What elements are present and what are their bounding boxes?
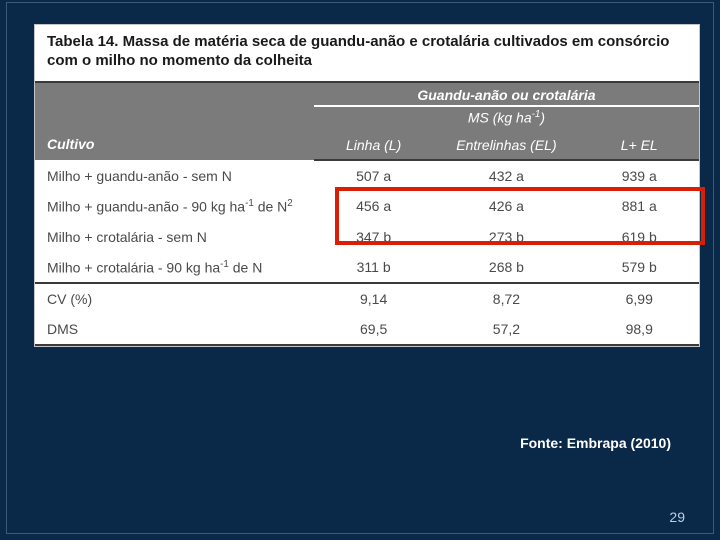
row-label: Milho + guandu-anão - 90 kg ha-1 de N2 bbox=[35, 191, 314, 222]
subheader-entrelinhas: Entrelinhas (EL) bbox=[433, 131, 579, 160]
table-row: Milho + crotalária - sem N347 b273 b619 … bbox=[35, 222, 699, 252]
cell-value: 432 a bbox=[433, 160, 579, 191]
table-row-stat: DMS69,557,298,9 bbox=[35, 314, 699, 345]
cell-value: 619 b bbox=[579, 222, 699, 252]
cell-value: 426 a bbox=[433, 191, 579, 222]
table-body: Milho + guandu-anão - sem N507 a432 a939… bbox=[35, 160, 699, 345]
cell-value: 456 a bbox=[314, 191, 434, 222]
header-cultivo: Cultivo bbox=[35, 82, 314, 161]
header-ms: MS (kg ha-1) bbox=[314, 106, 699, 132]
cell-value: 881 a bbox=[579, 191, 699, 222]
table-card: Tabela 14. Massa de matéria seca de guan… bbox=[35, 25, 699, 346]
slide-frame: Tabela 14. Massa de matéria seca de guan… bbox=[6, 2, 714, 534]
cell-value: 268 b bbox=[433, 252, 579, 284]
cell-value: 57,2 bbox=[433, 314, 579, 345]
table-row-stat: CV (%)9,148,726,99 bbox=[35, 283, 699, 314]
subheader-linha: Linha (L) bbox=[314, 131, 434, 160]
table-row: Milho + crotalária - 90 kg ha-1 de N311 … bbox=[35, 252, 699, 284]
source-citation: Fonte: Embrapa (2010) bbox=[520, 435, 671, 451]
row-label: Milho + crotalária - sem N bbox=[35, 222, 314, 252]
table-row: Milho + guandu-anão - sem N507 a432 a939… bbox=[35, 160, 699, 191]
cell-value: 507 a bbox=[314, 160, 434, 191]
page-number: 29 bbox=[669, 509, 685, 525]
cell-value: 273 b bbox=[433, 222, 579, 252]
row-label: Milho + crotalária - 90 kg ha-1 de N bbox=[35, 252, 314, 284]
cell-value: 579 b bbox=[579, 252, 699, 284]
row-label: DMS bbox=[35, 314, 314, 345]
cell-value: 6,99 bbox=[579, 283, 699, 314]
table-row: Milho + guandu-anão - 90 kg ha-1 de N245… bbox=[35, 191, 699, 222]
table-caption: Tabela 14. Massa de matéria seca de guan… bbox=[35, 25, 699, 81]
row-label: Milho + guandu-anão - sem N bbox=[35, 160, 314, 191]
row-label: CV (%) bbox=[35, 283, 314, 314]
cell-value: 939 a bbox=[579, 160, 699, 191]
data-table: Cultivo Guandu-anão ou crotalária MS (kg… bbox=[35, 81, 699, 347]
subheader-lplusel: L+ EL bbox=[579, 131, 699, 160]
cell-value: 69,5 bbox=[314, 314, 434, 345]
header-group: Guandu-anão ou crotalária bbox=[314, 82, 699, 106]
table-header: Cultivo Guandu-anão ou crotalária MS (kg… bbox=[35, 82, 699, 161]
cell-value: 311 b bbox=[314, 252, 434, 284]
cell-value: 98,9 bbox=[579, 314, 699, 345]
cell-value: 347 b bbox=[314, 222, 434, 252]
table-wrap: Cultivo Guandu-anão ou crotalária MS (kg… bbox=[35, 81, 699, 347]
cell-value: 8,72 bbox=[433, 283, 579, 314]
cell-value: 9,14 bbox=[314, 283, 434, 314]
